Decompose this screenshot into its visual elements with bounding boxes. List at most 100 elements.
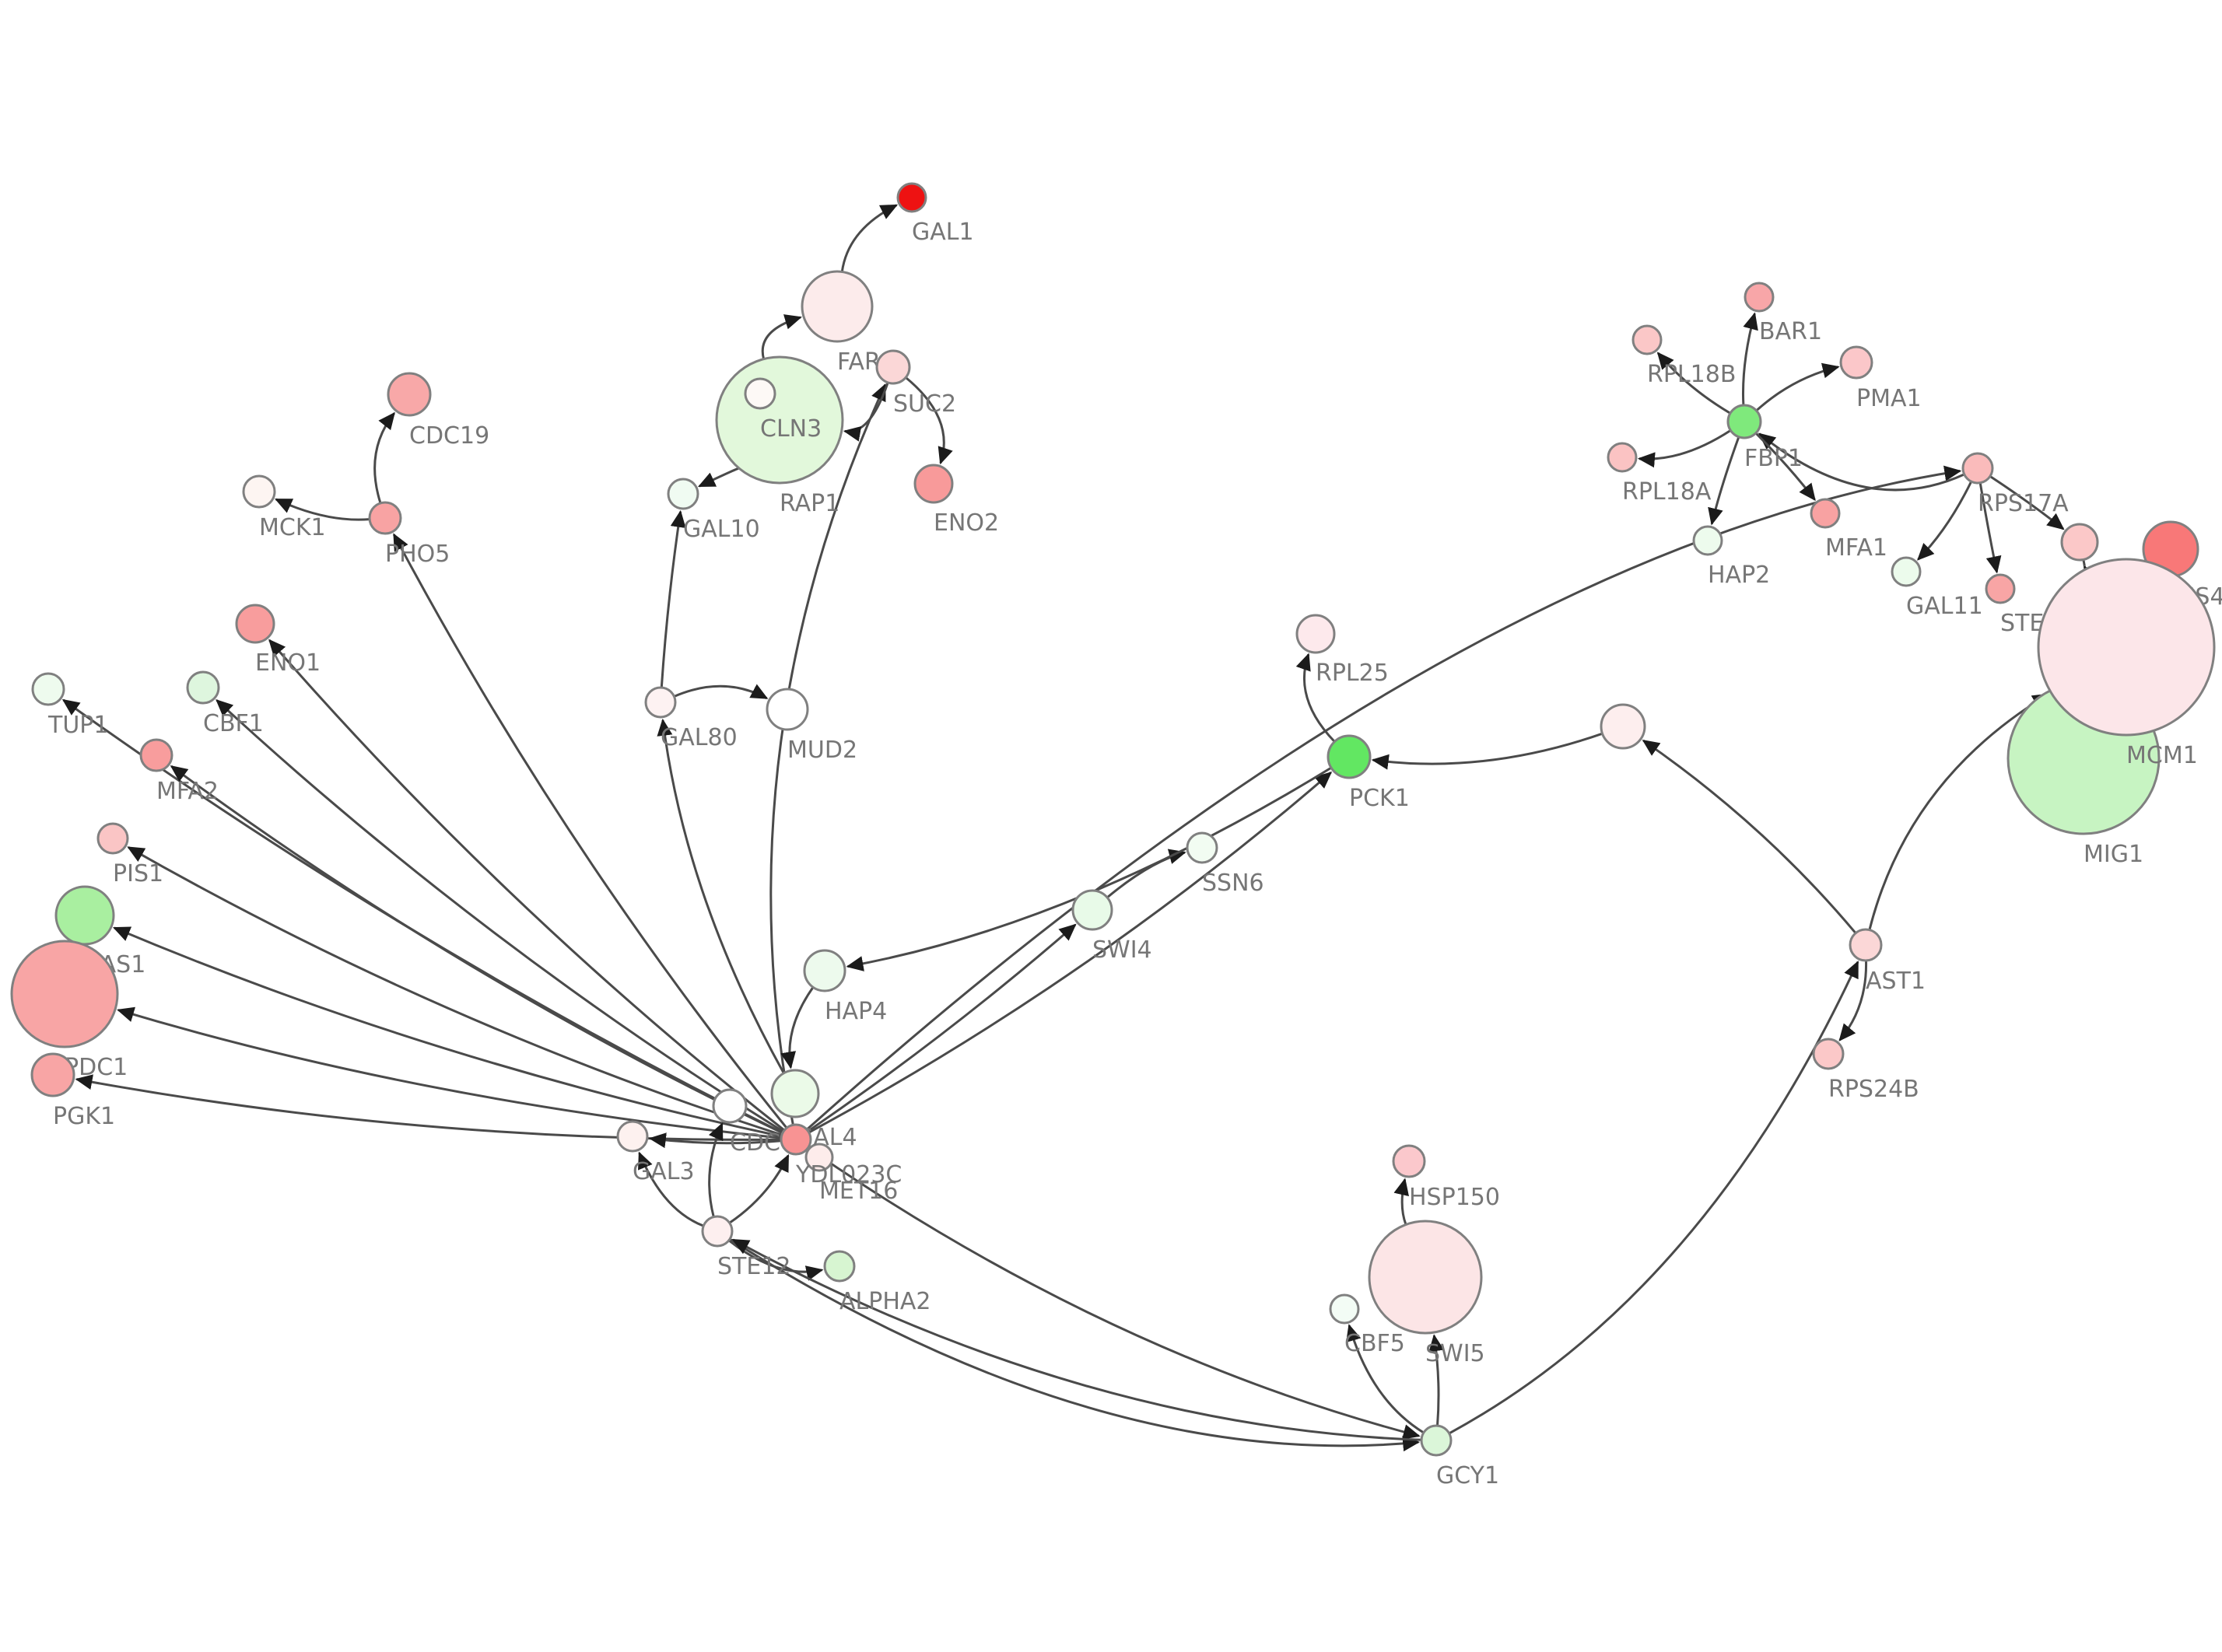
node-PCK1[interactable] [1327,734,1372,779]
edge-FBP1-BAR1[interactable] [1742,312,1758,406]
node-RPL25[interactable] [1295,614,1336,654]
edge-GCY1-AST1[interactable] [1448,960,1859,1435]
node-CLN3[interactable] [744,377,776,410]
node-MUD2[interactable] [766,688,809,731]
edge-YDL023C-ENO1[interactable] [268,639,786,1132]
edge-YDL023C-SUC2[interactable] [769,383,886,1125]
node-GCY1[interactable] [1420,1424,1453,1457]
edge-SWI5-HSP150[interactable] [1393,1178,1409,1226]
edge-AST1-MCM1[interactable] [1868,693,2050,930]
node-YDL023C[interactable] [780,1123,812,1156]
edge-YDL023C-MFA2[interactable] [170,765,783,1135]
edge-HAP4-GAL4[interactable] [780,986,815,1069]
node-FBP1[interactable] [1726,404,1762,439]
edge-GCY1-STE12[interactable] [731,1238,1422,1441]
edge-YDL023C-PDC1[interactable] [117,1006,782,1139]
edge-UNNAMED-PCK1[interactable] [1371,732,1603,770]
node-CBF5[interactable] [1329,1293,1360,1325]
edge-GAL80-GAL10[interactable] [660,509,686,688]
edge-FBP1-RPL18A[interactable] [1637,429,1732,468]
node-GAL10[interactable] [667,478,699,510]
edge-YDL023C-PIS1[interactable] [127,846,783,1136]
edge-YDL023C-CBF1[interactable] [216,698,784,1133]
node-PMA1[interactable] [1839,345,1873,380]
node-RPL16A[interactable] [2060,523,2099,562]
node-PIS1[interactable] [96,822,129,855]
node-HAP4[interactable] [803,949,846,992]
edge-RAP1-GAL10[interactable] [697,467,741,488]
node-RPS17A[interactable] [1961,452,1994,485]
edge-FBP1-HAP2[interactable] [1708,436,1740,526]
node-RAS1[interactable] [54,885,115,946]
edge-RAP1-FAR1[interactable] [761,314,802,359]
node-GAL4[interactable] [770,1069,820,1118]
node-MET16[interactable] [804,1143,834,1172]
node-ENO1[interactable] [235,604,275,644]
edge-GCY1-CBF5[interactable] [1346,1324,1425,1434]
edge-PHO5-CDC19[interactable] [373,411,395,504]
edge-STE12-YDL023C[interactable] [728,1153,790,1224]
node-ENO2[interactable] [913,464,954,504]
edge-FAR1-GAL1[interactable] [840,204,899,272]
node-MCM1[interactable] [2037,558,2216,737]
node-PHO5[interactable] [368,501,402,535]
edge-PCK1-HAP4[interactable] [846,766,1332,971]
edge-YDL023C-SWI4[interactable] [807,923,1077,1132]
edge-STE12-CDC6[interactable] [708,1122,724,1217]
node-SWI5[interactable] [1368,1220,1483,1335]
edge-YDL023C-PCK1[interactable] [808,771,1333,1134]
node-CBF1[interactable] [186,670,220,705]
node-SSN6[interactable] [1186,831,1218,864]
node-BAR1[interactable] [1744,282,1775,313]
edge-AST1-RPS24B[interactable] [1838,960,1868,1041]
edge-STE12-GAL3[interactable] [638,1151,704,1227]
edge-YDL023C-PHO5[interactable] [392,533,788,1129]
node-MFA2[interactable] [139,738,173,772]
node-AST1[interactable] [1849,928,1883,962]
node-CDC6[interactable] [712,1088,748,1124]
edge-RPS17A-RPL16A[interactable] [1989,475,2065,530]
edge-SUC2-ENO2[interactable] [905,376,953,465]
node-PDC1[interactable] [10,940,119,1048]
node-UNNAMED[interactable] [1600,703,1646,750]
node-RPL18A[interactable] [1607,442,1638,473]
edge-YDL023C-RPS17A[interactable] [806,465,1962,1131]
edge-STE12-GCY1[interactable] [729,1237,1421,1452]
node-HAP2[interactable] [1692,525,1723,556]
node-GAL11[interactable] [1891,556,1922,587]
node-STE12[interactable] [701,1215,734,1248]
node-CDC19[interactable] [387,372,432,417]
edge-YDL023C-RAS1[interactable] [112,926,782,1138]
node-SWI4[interactable] [1071,889,1113,931]
node-PGK1[interactable] [30,1052,75,1097]
node-GAL1[interactable] [896,182,927,213]
edge-FBP1-MFA1[interactable] [1754,432,1816,502]
node-SUC2[interactable] [875,349,911,385]
node-RPS24B[interactable] [1812,1038,1845,1070]
edge-YDL023C-TUP1[interactable] [61,698,783,1134]
node-MCK1[interactable] [242,474,276,509]
node-MFA1[interactable] [1810,498,1841,529]
edge-SWI4-SSN6[interactable] [1106,849,1186,899]
edge-RPS17A-GAL11[interactable] [1916,481,1973,561]
edge-GCY1-SWI5[interactable] [1428,1334,1445,1426]
edge-AST1-UNNAMED[interactable] [1642,739,1857,934]
edge-GAL80-MUD2[interactable] [673,684,769,700]
node-GAL80[interactable] [644,686,677,719]
node-FAR1[interactable] [801,270,874,343]
edge-YDL023C-PGK1[interactable] [75,1074,782,1141]
node-STE2[interactable] [1985,573,2016,604]
node-ALPHA2[interactable] [823,1250,856,1283]
node-RPL18B[interactable] [1631,324,1663,355]
edge-GAL4-GAL80[interactable] [657,718,785,1074]
edge-PCK1-RPL25[interactable] [1295,653,1336,743]
node-GAL3[interactable] [616,1120,649,1153]
edge-FBP1-PMA1[interactable] [1755,362,1840,412]
edge-RPS17A-FBP1[interactable] [1758,432,1965,492]
edge-SUC2-RAP1[interactable] [843,382,889,442]
edge-FBP1-RPL18B[interactable] [1656,352,1731,415]
edge-RPS17A-STE2[interactable] [1978,482,2002,574]
edge-YDL023C-GCY1[interactable] [807,1146,1421,1440]
node-HSP150[interactable] [1392,1144,1426,1178]
